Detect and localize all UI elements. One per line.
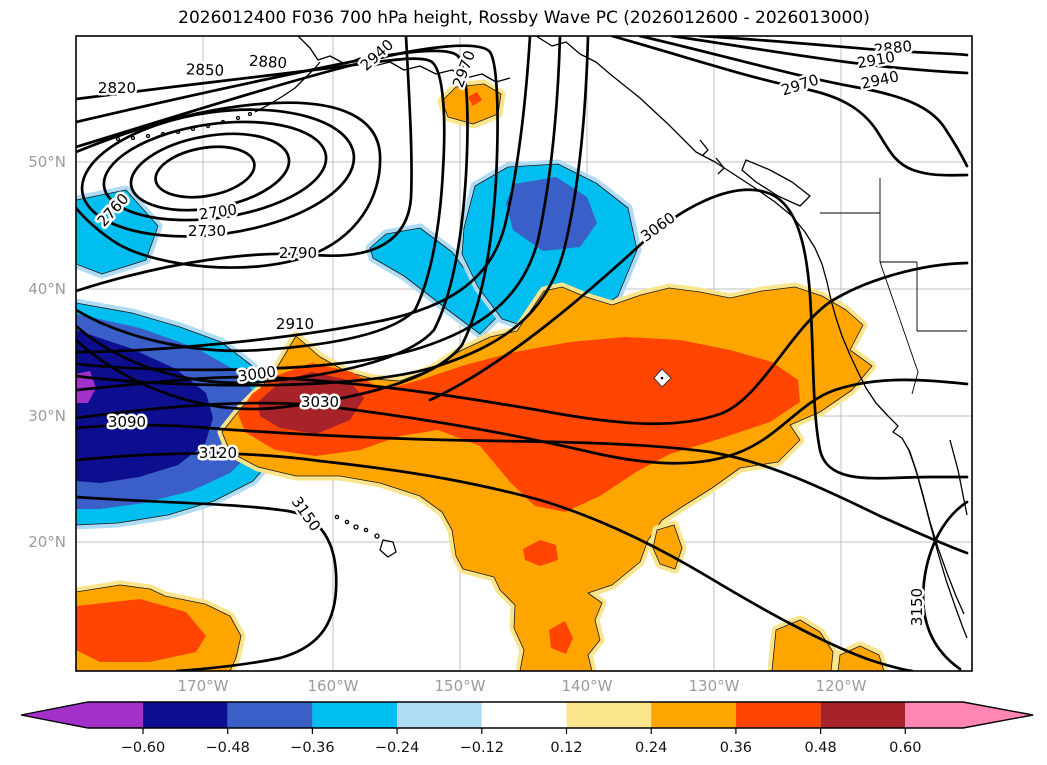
coastlines: [100, 36, 968, 639]
state-borders: [820, 178, 967, 395]
colorbar-segment: [227, 702, 313, 728]
colorbar-tick-label: −0.36: [290, 740, 334, 756]
colorbar-tick-label: 0.36: [720, 740, 752, 756]
shaded-region: [660, 376, 664, 380]
plot-border: [75, 35, 973, 672]
shaded-region: [76, 599, 206, 662]
longitude-tick-label: 120°W: [816, 677, 867, 695]
longitude-tick-label: 140°W: [562, 677, 613, 695]
shaded-region: [523, 540, 558, 566]
colorbar-tick-label: −0.12: [460, 740, 504, 756]
colorbar-segment: [312, 702, 398, 728]
colorbar-segment: [735, 702, 821, 728]
shaded-region: [468, 92, 482, 106]
colorbar-segment: [481, 702, 567, 728]
colorbar-tick-label: −0.48: [205, 740, 249, 756]
colorbar-segment: [566, 702, 652, 728]
contour-label: 2700: [198, 200, 238, 223]
contour-label: 3090: [108, 413, 146, 431]
colorbar-segment: [397, 702, 482, 728]
latitude-tick-label: 30°N: [28, 407, 66, 425]
contour-label: 3120: [199, 444, 237, 462]
hawaiian-islands: [334, 514, 397, 558]
colorbar-segment: [651, 702, 736, 728]
contour-label: 2790: [279, 244, 317, 262]
latitude-tick-label: 40°N: [28, 280, 66, 298]
contour-label: 2880: [248, 52, 287, 73]
longitude-tick-label: 160°W: [308, 677, 359, 695]
colorbar-segment: [143, 702, 228, 728]
contour-label: 2970: [779, 71, 821, 100]
contour-label: 3060: [637, 208, 678, 245]
contour-label: 3150: [908, 588, 926, 626]
colorbar: −0.60 −0.48 −0.36 −0.24 −0.12 0.12 0.24 0.36 0.4…: [20, 701, 1034, 756]
shaded-region: [441, 83, 502, 125]
contour-label: 2910: [276, 315, 314, 333]
shaded-region: [771, 619, 834, 671]
contour-label: 3030: [301, 393, 339, 411]
colorbar-over-arrow: [905, 702, 1033, 728]
longitude-tick-label: 170°W: [178, 677, 229, 695]
contour-lines: [76, 36, 969, 671]
contour-label: 2850: [186, 60, 225, 79]
colorbar-tick-label: 0.24: [635, 740, 667, 756]
colorbar-tick-label: 0.12: [550, 740, 582, 756]
latitude-tick-label: 50°N: [28, 153, 66, 171]
contour-label: 2820: [98, 79, 136, 97]
contour-label: 2940: [859, 67, 900, 93]
colorbar-tick-label: 0.60: [889, 740, 921, 756]
colorbar-tick-label: −0.60: [121, 740, 165, 756]
latitude-tick-label: 20°N: [28, 533, 66, 551]
shaded-region: [549, 621, 573, 654]
colorbar-under-arrow: [21, 702, 143, 728]
colorbar-segment: [820, 702, 906, 728]
axis-tick-labels: 170°W 160°W 150°W 140°W 130°W 120°W 50°N 40°N 30…: [28, 153, 866, 695]
colorbar-tick-label: 0.48: [804, 740, 836, 756]
longitude-tick-label: 150°W: [435, 677, 486, 695]
contour-label: 3150: [288, 493, 325, 535]
contour-label: 2730: [188, 222, 226, 240]
figure-title: 2026012400 F036 700 hPa height, Rossby W…: [178, 8, 870, 28]
colorbar-tick-label: −0.24: [375, 740, 419, 756]
colorbar-outline: [20, 701, 1034, 729]
longitude-tick-label: 130°W: [689, 677, 740, 695]
